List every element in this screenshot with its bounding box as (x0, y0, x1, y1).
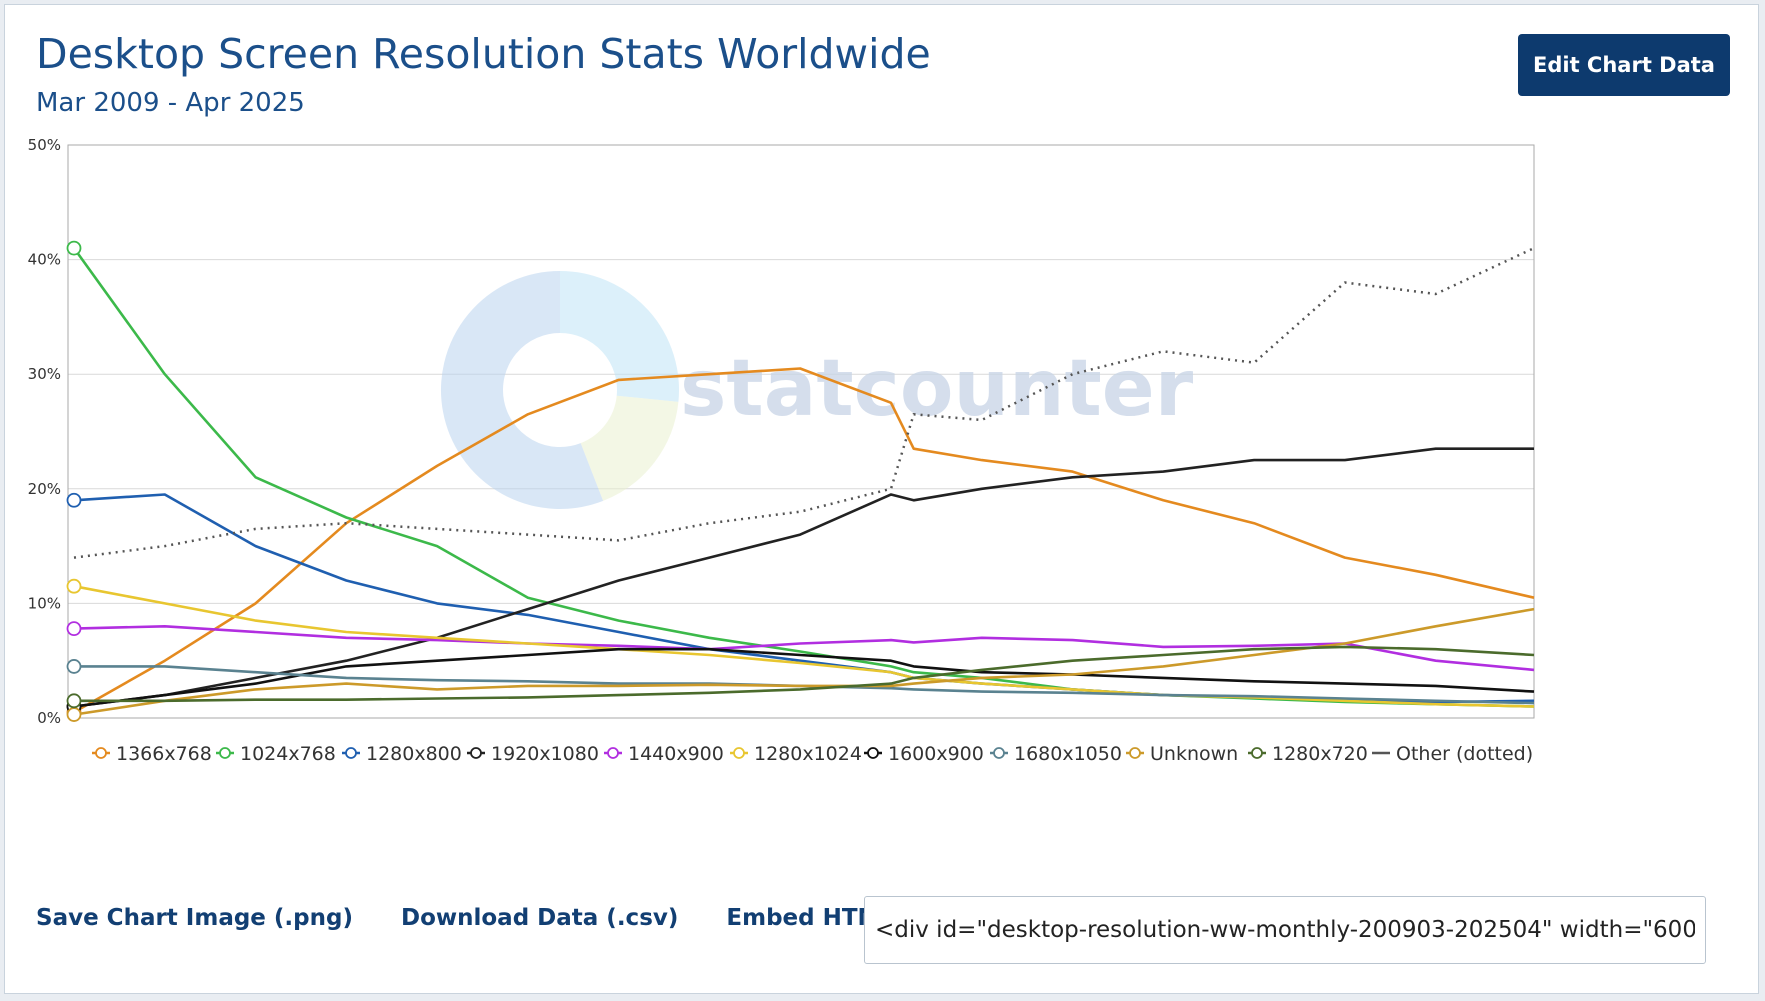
save-chart-image-link[interactable]: Save Chart Image (.png) (36, 905, 353, 931)
legend-marker (345, 747, 357, 759)
legend-label: Unknown (1150, 743, 1238, 765)
legend-marker (733, 747, 745, 759)
legend-label: 1280x800 (366, 743, 462, 765)
chart-grid: 0% 10% 20% 30% 40% 50% (28, 136, 1535, 727)
legend-marker (1251, 747, 1263, 759)
legend-label: 1024x768 (240, 743, 336, 765)
y-tick-label: 0% (37, 709, 61, 727)
series-line-other-dotted- (73, 246, 1535, 559)
series-line-1024x768 (72, 247, 1535, 708)
legend-label: 1920x1080 (491, 743, 599, 765)
series-start-marker (66, 240, 82, 256)
legend-item[interactable]: 1366x768 (92, 743, 212, 765)
chart-series (66, 240, 1535, 722)
legend-item[interactable]: 1680x1050 (990, 743, 1122, 765)
legend-item[interactable]: 1920x1080 (467, 743, 599, 765)
series-line-1280x1024 (73, 584, 1535, 708)
y-tick-label: 20% (28, 480, 61, 498)
embed-html-field[interactable] (864, 896, 1706, 964)
series-line-1920x1080 (73, 447, 1534, 708)
series-start-marker (66, 659, 82, 674)
chart-legend: 1366x768 1024x768 1280x800 1920x1080 1440x90… (92, 743, 1533, 765)
series-start-marker (66, 578, 82, 594)
download-data-link[interactable]: Download Data (.csv) (400, 905, 679, 931)
legend-item[interactable]: 1280x720 (1248, 743, 1368, 765)
legend-label: 1440x900 (628, 743, 724, 765)
legend-label: 1366x768 (116, 743, 212, 765)
legend-item[interactable]: 1280x1024 (730, 743, 862, 765)
logo-segment (579, 394, 679, 501)
legend-label: 1600x900 (888, 743, 984, 765)
edit-chart-data-button[interactable]: Edit Chart Data (1518, 34, 1730, 96)
legend-marker (1129, 747, 1141, 759)
logo-segment (441, 271, 604, 509)
legend-marker (95, 747, 107, 759)
legend-item[interactable]: 1440x900 (604, 743, 724, 765)
legend-item[interactable]: Other (dotted) (1372, 743, 1533, 765)
series-start-marker (66, 693, 82, 709)
y-tick-label: 30% (28, 365, 61, 383)
legend-label: 1280x1024 (754, 743, 862, 765)
legend-item[interactable]: Unknown (1126, 743, 1238, 765)
chart-actions: Save Chart Image (.png) Download Data (.… (36, 905, 895, 931)
legend-item[interactable]: 1024x768 (216, 743, 336, 765)
legend-label: Other (dotted) (1396, 743, 1533, 765)
y-tick-label: 10% (28, 594, 61, 612)
legend-label: 1680x1050 (1014, 743, 1122, 765)
legend-marker (219, 747, 231, 759)
legend-label: 1280x720 (1272, 743, 1368, 765)
legend-marker (993, 747, 1005, 759)
series-line-1600x900 (73, 647, 1535, 708)
legend-marker (607, 747, 619, 759)
legend-item[interactable]: 1600x900 (864, 743, 984, 765)
legend-marker (470, 747, 482, 759)
logo-segment (558, 271, 679, 402)
plot-frame (67, 144, 1535, 719)
y-tick-label: 50% (28, 136, 61, 154)
series-start-marker (66, 492, 82, 508)
page-subtitle: Mar 2009 - Apr 2025 (36, 88, 305, 118)
series-line-1440x900 (73, 625, 1535, 672)
y-tick-label: 40% (28, 251, 61, 269)
statcounter-watermark: statcounter (680, 344, 1194, 434)
series-line-1280x720 (74, 645, 1535, 703)
series-start-marker (66, 621, 82, 637)
legend-marker (867, 747, 879, 759)
legend-item[interactable]: 1280x800 (342, 743, 462, 765)
statcounter-logo-icon (441, 271, 679, 509)
page-title: Desktop Screen Resolution Stats Worldwid… (36, 30, 931, 78)
series-start-marker (66, 707, 82, 722)
series-line-1366x768 (73, 367, 1535, 714)
